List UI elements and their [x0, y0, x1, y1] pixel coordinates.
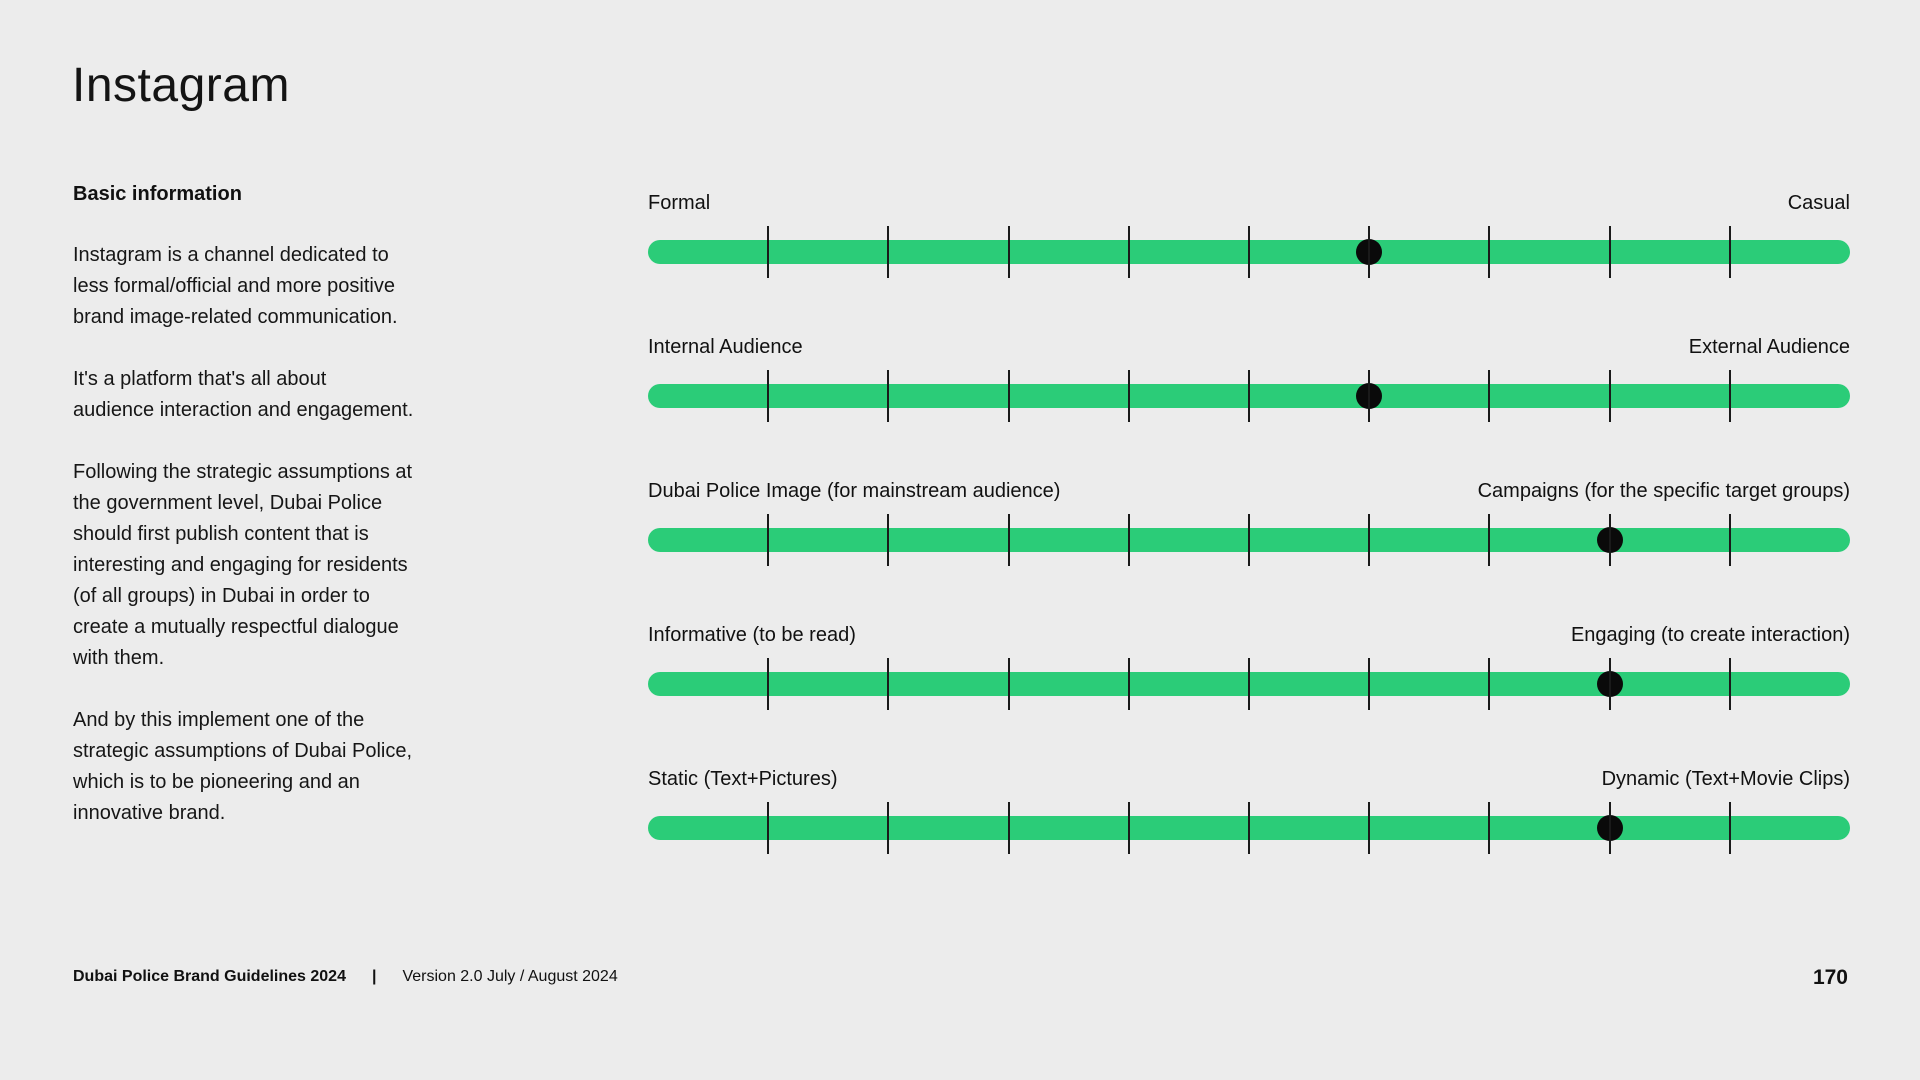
- tick-mark: [887, 226, 890, 278]
- tick-mark: [1248, 370, 1250, 422]
- tick-mark: [1007, 370, 1010, 422]
- slider-right-label: Dynamic (Text+Movie Clips): [1601, 768, 1850, 790]
- tick-mark: [767, 226, 770, 278]
- tick-mark: [887, 514, 890, 566]
- tick-mark: [1728, 802, 1731, 854]
- slider-row-internal-external: Internal Audience External Audience: [648, 336, 1850, 480]
- footer-separator: |: [371, 968, 377, 985]
- tick-mark: [1127, 802, 1130, 854]
- tick-mark: [1728, 658, 1731, 710]
- tick-mark: [1728, 514, 1731, 566]
- tick-mark: [1608, 658, 1611, 710]
- tick-mark: [1007, 802, 1010, 854]
- slider-right-label: External Audience: [1688, 336, 1850, 358]
- slider-right-label: Engaging (to create interaction): [1570, 624, 1850, 646]
- tick-mark: [1608, 226, 1611, 278]
- slider-labels: Dubai Police Image (for mainstream audie…: [648, 480, 1850, 503]
- slider-bar: [648, 226, 1850, 278]
- tick-mark: [1248, 802, 1250, 854]
- slider-left-label: Internal Audience: [648, 336, 803, 358]
- tick-mark: [1007, 514, 1010, 566]
- tick-mark: [1007, 658, 1010, 710]
- footer-version-text: Version 2.0 July / August 2024: [402, 968, 618, 985]
- slider-bar: [648, 514, 1850, 566]
- tick-mark: [767, 514, 770, 566]
- tick-mark: [1608, 514, 1611, 566]
- tick-mark: [1248, 658, 1250, 710]
- tick-mark: [1368, 370, 1371, 422]
- slider-bar: [648, 658, 1850, 710]
- tick-mark: [1608, 370, 1611, 422]
- slider-row-informative-engaging: Informative (to be read) Engaging (to cr…: [648, 624, 1850, 768]
- tick-mark: [1488, 802, 1491, 854]
- slider-row-formal-casual: Formal Casual: [648, 192, 1850, 336]
- tick-mark: [1368, 658, 1371, 710]
- tick-mark: [1488, 370, 1491, 422]
- tick-mark: [887, 370, 890, 422]
- paragraph: And by this implement one of the strateg…: [73, 709, 413, 824]
- slider-left-label: Static (Text+Pictures): [648, 768, 838, 790]
- footer: Dubai Police Brand Guidelines 2024 | Ver…: [73, 968, 618, 986]
- basic-information-heading: Basic information: [73, 183, 242, 205]
- tick-mark: [1248, 226, 1250, 278]
- paragraph: Following the strategic assumptions at t…: [73, 461, 413, 669]
- slider-labels: Informative (to be read) Engaging (to cr…: [648, 624, 1850, 647]
- tick-mark: [1368, 226, 1371, 278]
- tick-mark: [1488, 514, 1491, 566]
- tick-mark: [1368, 514, 1371, 566]
- slider-labels: Internal Audience External Audience: [648, 336, 1850, 359]
- tick-mark: [1007, 226, 1010, 278]
- tick-mark: [887, 658, 890, 710]
- tick-mark: [1488, 226, 1491, 278]
- slider-left-label: Formal: [648, 192, 711, 214]
- tick-mark: [1728, 226, 1731, 278]
- basic-information-body: Instagram is a channel dedicated to less…: [73, 240, 473, 860]
- slider-left-label: Dubai Police Image (for mainstream audie…: [648, 480, 1061, 502]
- tick-mark: [767, 802, 770, 854]
- tick-mark: [1127, 370, 1130, 422]
- tick-mark: [767, 370, 770, 422]
- slider-labels: Static (Text+Pictures) Dynamic (Text+Mov…: [648, 768, 1850, 791]
- tick-mark: [1127, 226, 1130, 278]
- paragraph: Instagram is a channel dedicated to less…: [73, 244, 398, 328]
- slider-row-static-dynamic: Static (Text+Pictures) Dynamic (Text+Mov…: [648, 768, 1850, 912]
- tick-mark: [1488, 658, 1491, 710]
- footer-brand-text: Dubai Police Brand Guidelines 2024: [73, 968, 346, 985]
- slider-bar: [648, 370, 1850, 422]
- slider-right-label: Campaigns (for the specific target group…: [1477, 480, 1850, 502]
- slider-left-label: Informative (to be read): [648, 624, 856, 646]
- slider-right-label: Casual: [1787, 192, 1850, 214]
- slider-labels: Formal Casual: [648, 192, 1850, 215]
- tick-mark: [1127, 658, 1130, 710]
- tick-mark: [1608, 802, 1611, 854]
- tick-mark: [1728, 370, 1731, 422]
- slider-bar: [648, 802, 1850, 854]
- page-number: 170: [1812, 966, 1848, 989]
- page-title: Instagram: [72, 59, 290, 112]
- tick-mark: [767, 658, 770, 710]
- tick-mark: [1248, 514, 1250, 566]
- tick-mark: [887, 802, 890, 854]
- slider-row-image-campaigns: Dubai Police Image (for mainstream audie…: [648, 480, 1850, 624]
- paragraph: It's a platform that's all about audienc…: [73, 368, 414, 421]
- tick-mark: [1127, 514, 1130, 566]
- tick-mark: [1368, 802, 1371, 854]
